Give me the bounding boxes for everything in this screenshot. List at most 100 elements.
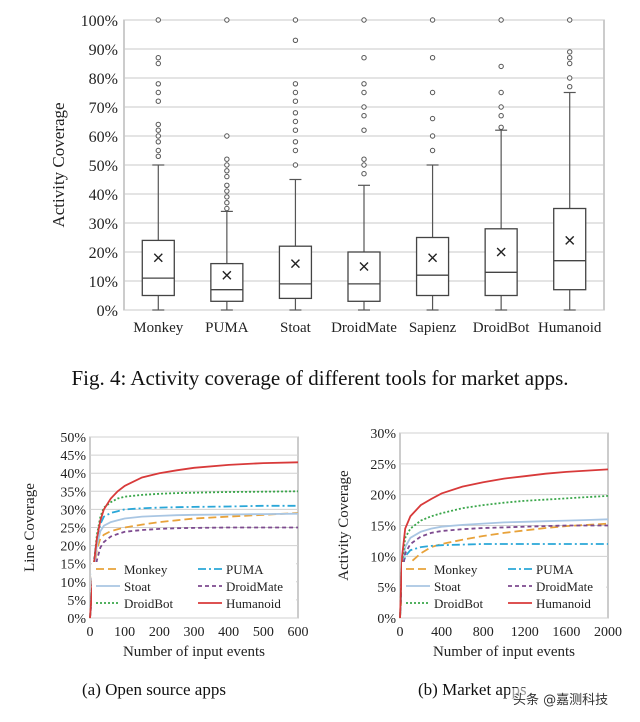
x-tick-label: Humanoid <box>538 320 602 336</box>
series-line-stoat <box>399 518 609 619</box>
box-humanoid <box>553 17 587 311</box>
outlier-point <box>498 89 504 96</box>
x-tick-label: 600 <box>288 625 309 640</box>
box-puma <box>210 17 244 311</box>
outlier-point <box>224 182 230 189</box>
outlier-point <box>429 115 436 122</box>
legend-label: DroidBot <box>124 596 174 611</box>
outlier-point <box>567 17 573 23</box>
y-tick-label: 50% <box>89 158 118 175</box>
series-line-humanoid <box>399 468 609 619</box>
x-tick-label: 400 <box>218 625 239 640</box>
x-tick-label: Stoat <box>280 320 312 336</box>
y-tick-label: 0% <box>377 612 396 627</box>
box-monkey <box>141 17 175 311</box>
y-tick-label: 20% <box>370 489 396 504</box>
mean-marker <box>153 253 163 263</box>
outlier-point <box>567 49 573 55</box>
legend-label: Monkey <box>124 562 168 577</box>
mean-marker <box>428 253 438 263</box>
outlier-point <box>155 98 161 104</box>
outlier-point <box>429 55 436 61</box>
x-tick-label: DroidBot <box>473 320 531 336</box>
y-tick-label: 90% <box>89 42 118 59</box>
outlier-point <box>361 104 367 110</box>
y-tick-label: 10% <box>89 274 118 291</box>
outlier-point <box>292 118 299 125</box>
y-tick-label: 20% <box>60 540 86 555</box>
x-axis-label: Number of input events <box>123 644 265 660</box>
outlier-point <box>224 17 230 23</box>
mean-marker <box>359 262 369 271</box>
x-tick-label: 400 <box>431 625 452 640</box>
outlier-point <box>361 55 367 61</box>
y-tick-label: 15% <box>370 520 396 535</box>
y-axis-label: Line Coverage <box>22 483 38 572</box>
x-tick-label: 200 <box>149 625 170 640</box>
legend-label: Humanoid <box>226 596 281 611</box>
y-tick-label: 40% <box>60 467 86 482</box>
y-tick-label: 5% <box>67 594 86 609</box>
legend-label: PUMA <box>226 562 264 577</box>
outlier-point <box>429 89 436 96</box>
iqr-box <box>210 262 244 302</box>
y-tick-label: 5% <box>377 581 396 596</box>
x-tick-label: 300 <box>184 625 205 640</box>
outlier-point <box>361 162 367 168</box>
outlier-point <box>498 124 504 131</box>
outlier-point <box>361 89 367 96</box>
legend-label: Humanoid <box>536 596 591 611</box>
outlier-point <box>361 17 367 23</box>
mean-marker <box>290 259 300 269</box>
y-tick-label: 25% <box>370 458 396 473</box>
subcaption-market: (b) Market apps <box>418 680 527 699</box>
legend-label: DroidMate <box>226 579 283 594</box>
x-tick-label: 0 <box>397 625 404 640</box>
iqr-box <box>553 207 587 291</box>
outlier-point <box>155 55 161 61</box>
x-tick-label: 100 <box>114 625 135 640</box>
y-tick-label: 80% <box>89 71 118 88</box>
outlier-point <box>292 147 299 154</box>
legend-background <box>92 562 296 616</box>
y-tick-label: 30% <box>60 503 86 518</box>
series-line-droidmate <box>89 526 298 619</box>
series-line-humanoid <box>89 461 299 619</box>
outlier-point <box>361 171 367 177</box>
outlier-point <box>224 156 230 162</box>
x-tick-label: 1200 <box>511 625 539 640</box>
outlier-point <box>498 63 504 70</box>
y-tick-label: 70% <box>89 100 118 117</box>
x-tick-label: 800 <box>473 625 494 640</box>
outlier-point <box>429 17 436 23</box>
legend-background <box>402 562 606 616</box>
outlier-point <box>224 205 230 212</box>
outlier-point <box>292 127 299 133</box>
box-droidmate <box>347 17 381 311</box>
iqr-box <box>278 245 313 300</box>
outlier-point <box>155 133 161 139</box>
series-line-stoat <box>89 512 299 619</box>
outlier-point <box>429 147 436 154</box>
x-tick-label: Monkey <box>133 320 183 336</box>
x-axis-label: Number of input events <box>433 644 575 660</box>
y-tick-label: 25% <box>60 522 86 537</box>
outlier-point <box>292 37 299 43</box>
outlier-point <box>361 127 367 133</box>
outlier-point <box>224 133 230 139</box>
legend-label: DroidBot <box>434 596 484 611</box>
outlier-point <box>361 81 367 87</box>
mean-marker <box>565 235 575 245</box>
y-tick-label: 30% <box>89 216 118 233</box>
outlier-point <box>498 17 504 23</box>
iqr-box <box>347 251 381 302</box>
line-chart-open-source: 0% 5% 10% 15% 20% 25% 30% 35% 40% 45% 50% 0 100 200 30… <box>22 431 309 660</box>
boxplot-chart: 0% 10% 20% 30% 40% 50% 60% 70% 80% 90% 100% Activit… <box>49 13 605 336</box>
outlier-point <box>292 162 299 168</box>
outlier-point <box>292 17 299 23</box>
outlier-point <box>155 127 161 133</box>
box-sapienz <box>415 17 450 311</box>
outlier-point <box>155 89 161 96</box>
box-droidbot <box>484 17 518 311</box>
